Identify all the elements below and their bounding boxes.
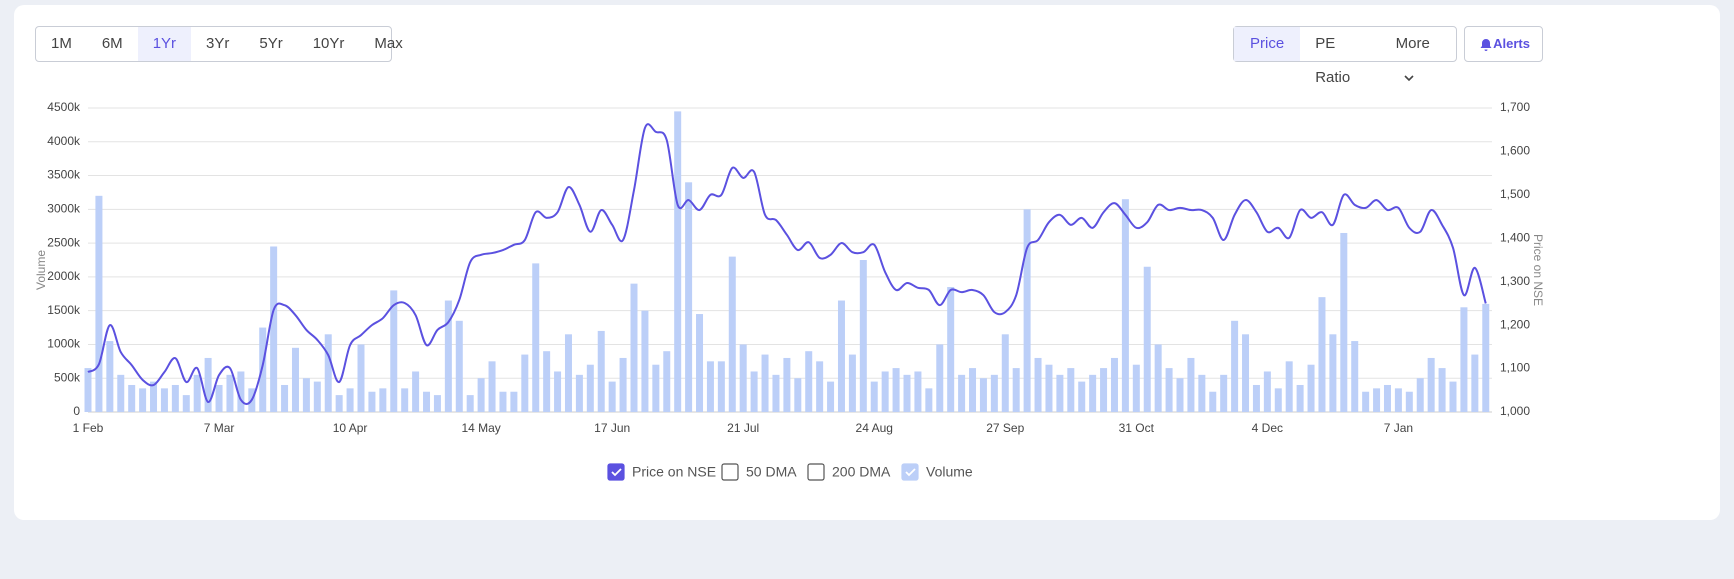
range-button[interactable]: 1M	[51, 35, 72, 52]
bell-icon	[1480, 39, 1492, 51]
view-button[interactable]: Price	[1234, 27, 1301, 61]
chevron	[1404, 75, 1414, 82]
alerts-button[interactable]: Alerts	[1464, 26, 1543, 62]
range-button[interactable]: Max	[374, 35, 403, 52]
range-button[interactable]: 5Yr	[259, 35, 283, 52]
view-button[interactable]: More	[1381, 27, 1456, 82]
alerts-label: Alerts	[1493, 36, 1530, 51]
chevron-path	[1404, 75, 1414, 82]
view-selector: Price PE Ratio More	[1233, 26, 1457, 86]
range-button[interactable]: 10Yr	[312, 35, 345, 52]
view-button[interactable]: PE Ratio	[1315, 35, 1351, 86]
range-button[interactable]: 1Yr	[137, 27, 192, 61]
range-button[interactable]: 3Yr	[206, 35, 230, 52]
range-selector: 1M 6M 1Yr 3Yr 5Yr 10Yr Max	[35, 26, 403, 62]
card	[14, 5, 1720, 520]
range-button[interactable]: 6M	[101, 35, 123, 52]
